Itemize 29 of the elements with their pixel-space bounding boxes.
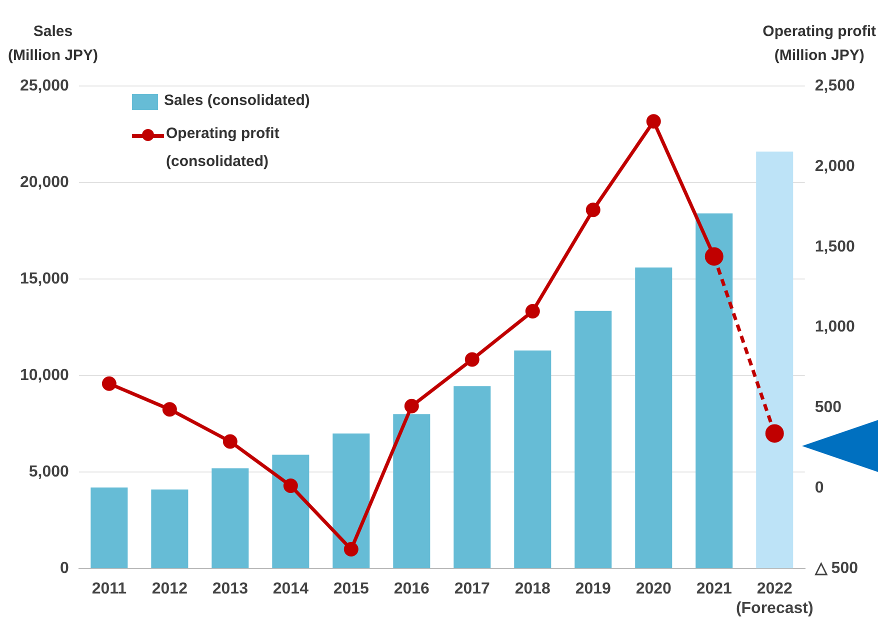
x-tick-label: 2012 (152, 580, 188, 598)
x-tick-label: 2017 (454, 580, 490, 598)
y2-tick-label: 2,500 (814, 77, 855, 94)
y-tick-label: 20,000 (20, 174, 70, 191)
x-tick-label: 2014 (272, 580, 309, 598)
y2-tick-label: 1,500 (814, 238, 855, 256)
legend-label: Operating profit (consolidated) (166, 124, 280, 172)
y-tick-label: 0 (60, 560, 70, 578)
y-tick-label: 25,000 (20, 77, 70, 94)
x-tick-label: 2021 (696, 580, 732, 598)
x-tick-label: 2015 (333, 580, 370, 598)
legend-label: Sales (consolidated) (164, 91, 310, 111)
y2-tick-label: 500 (814, 399, 842, 416)
x-tick-label: 2016 (394, 580, 430, 598)
x-tick-label: 2019 (575, 580, 612, 598)
x-tick-label: 2011 (92, 580, 127, 598)
y2-tick-label: 2,000 (814, 158, 855, 175)
y2-tick-label: 1,000 (814, 318, 855, 336)
y-tick-label: 5,000 (28, 463, 70, 480)
y2-tick-label: △ 500 (814, 560, 858, 578)
x-tick-label: 2013 (212, 580, 248, 598)
y2-tick-label: 0 (814, 480, 824, 497)
x-tick-label: 2020 (636, 580, 672, 598)
y-axis-title: Sales (Million JPY) (8, 22, 98, 66)
y2-axis-title: Operating profit (Million JPY) (762, 22, 876, 66)
x-tick-label: 2018 (514, 580, 551, 598)
y-tick-label: 10,000 (20, 366, 70, 384)
x-tick-label: 2022 (Forecast) (736, 580, 814, 617)
y-tick-label: 15,000 (20, 270, 70, 288)
